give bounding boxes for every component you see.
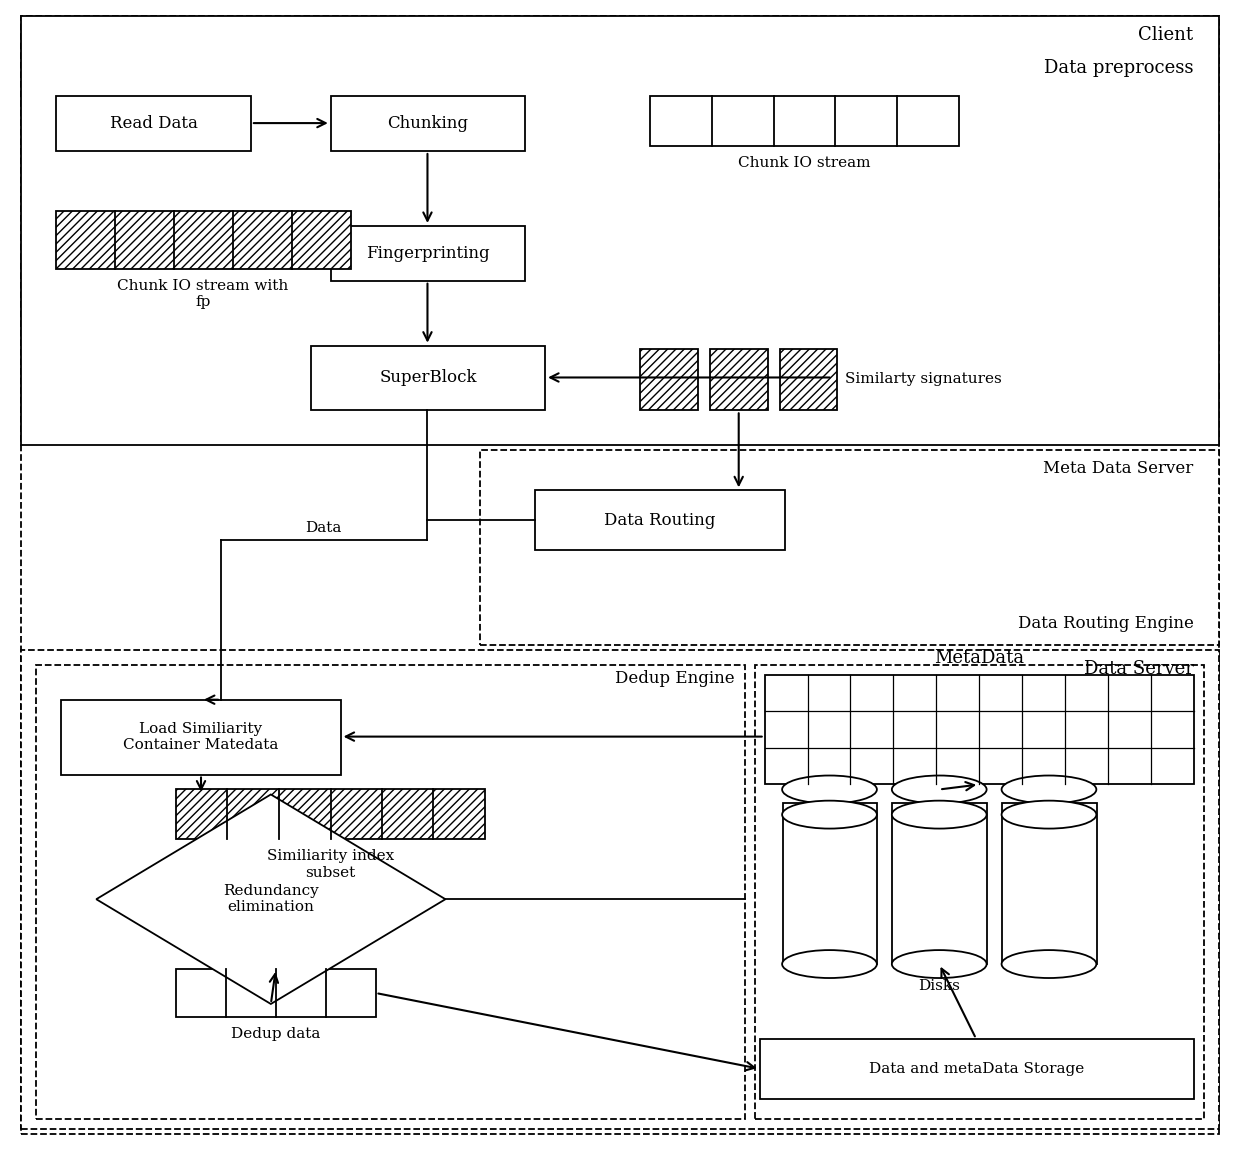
- Text: Data and metaData Storage: Data and metaData Storage: [869, 1061, 1084, 1075]
- Text: Data: Data: [305, 521, 342, 535]
- Bar: [1002, 804, 1097, 964]
- Text: Read Data: Read Data: [109, 115, 197, 132]
- Bar: [536, 490, 785, 550]
- Text: Redundancy
elimination: Redundancy elimination: [223, 884, 319, 914]
- Text: Disks: Disks: [919, 979, 960, 992]
- Text: Data preprocess: Data preprocess: [1044, 60, 1194, 77]
- Bar: [755, 665, 1204, 1119]
- Bar: [176, 790, 485, 840]
- Text: Chunk IO stream: Chunk IO stream: [738, 156, 870, 170]
- Ellipse shape: [1002, 950, 1096, 978]
- Bar: [893, 804, 987, 964]
- Ellipse shape: [892, 800, 987, 829]
- Text: Data Server: Data Server: [1084, 660, 1194, 677]
- Bar: [311, 345, 546, 411]
- Bar: [780, 348, 837, 411]
- Text: SuperBlock: SuperBlock: [379, 369, 476, 386]
- Polygon shape: [97, 795, 445, 1004]
- Ellipse shape: [892, 775, 987, 804]
- Bar: [782, 804, 878, 964]
- Bar: [765, 675, 1194, 784]
- Bar: [709, 348, 768, 411]
- Text: MetaData: MetaData: [934, 649, 1024, 667]
- Bar: [640, 348, 698, 411]
- Text: Client: Client: [1138, 26, 1194, 45]
- Ellipse shape: [1002, 800, 1096, 829]
- Bar: [480, 451, 1219, 645]
- Bar: [331, 225, 526, 281]
- Bar: [56, 210, 351, 269]
- Text: Similiarity index
subset: Similiarity index subset: [267, 850, 394, 880]
- Ellipse shape: [1002, 775, 1096, 804]
- Text: Similarty signatures: Similarty signatures: [846, 373, 1002, 386]
- Bar: [21, 16, 1219, 445]
- Ellipse shape: [782, 800, 877, 829]
- Text: Data Routing Engine: Data Routing Engine: [1018, 615, 1194, 631]
- Text: Dedup data: Dedup data: [231, 1027, 320, 1041]
- Text: Chunk IO stream with
fp: Chunk IO stream with fp: [118, 278, 289, 309]
- Bar: [331, 97, 526, 151]
- Bar: [176, 969, 376, 1017]
- Text: Data Routing: Data Routing: [604, 512, 715, 529]
- Text: Meta Data Server: Meta Data Server: [1043, 460, 1194, 477]
- Text: Chunking: Chunking: [387, 115, 469, 132]
- Ellipse shape: [782, 950, 877, 978]
- Text: Load Similiarity
Container Matedata: Load Similiarity Container Matedata: [123, 722, 279, 752]
- Bar: [61, 699, 341, 774]
- Text: Dedup Engine: Dedup Engine: [615, 669, 735, 687]
- Ellipse shape: [892, 950, 987, 978]
- Bar: [21, 650, 1219, 1128]
- Bar: [56, 97, 250, 151]
- Ellipse shape: [782, 775, 877, 804]
- Bar: [760, 1038, 1194, 1098]
- Bar: [36, 665, 745, 1119]
- Bar: [650, 97, 960, 146]
- Text: Fingerprinting: Fingerprinting: [366, 245, 490, 262]
